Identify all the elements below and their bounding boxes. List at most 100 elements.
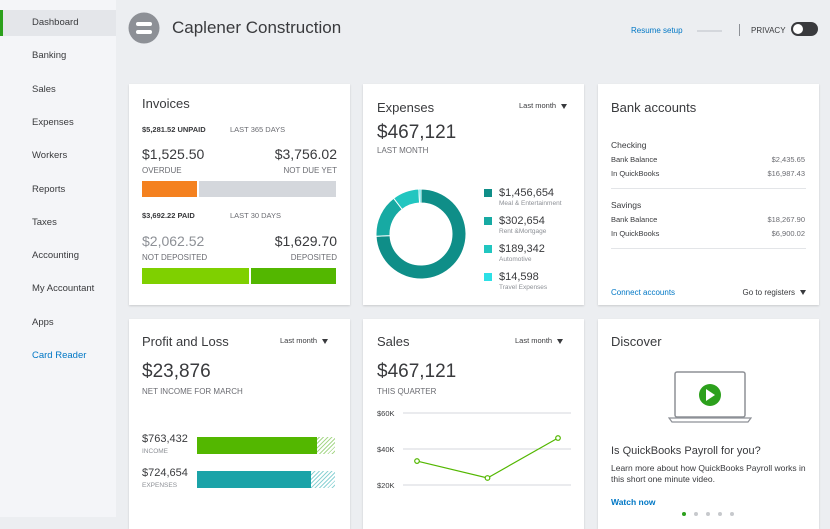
expenses-card: Expenses Last month $467,121 LAST MONTH …	[363, 84, 584, 305]
period-filter[interactable]: Last month	[280, 336, 329, 345]
company-logo	[128, 12, 160, 44]
bar-segment	[142, 268, 250, 284]
row-label: In QuickBooks	[611, 169, 660, 178]
pl-value: $763,432	[142, 433, 188, 445]
label: DEPOSITED	[290, 253, 337, 262]
amount: $3,756.02	[274, 146, 337, 162]
invoice-bar	[142, 268, 336, 284]
sales-chart: $60K $40K $20K	[377, 409, 571, 490]
caption: THIS QUARTER	[377, 387, 437, 396]
row-label: In QuickBooks	[611, 229, 660, 238]
legend-value: $1,456,654	[499, 187, 555, 199]
carousel-dots[interactable]	[680, 510, 740, 518]
nav-item[interactable]: Workers	[32, 150, 68, 162]
donut-segment	[418, 188, 422, 204]
amount: $1,629.70	[274, 233, 337, 249]
sales-line	[416, 437, 559, 479]
row-label: Bank Balance	[611, 215, 658, 224]
summary: $5,281.52 UNPAID	[142, 125, 206, 134]
legend-value: $189,342	[499, 243, 545, 255]
card-title: Discover	[611, 334, 662, 349]
sales-card: Sales Last month $467,121 THIS QUARTER $…	[363, 319, 584, 529]
legend-value: $302,654	[499, 215, 545, 227]
nav-item[interactable]: Dashboard	[0, 10, 116, 36]
legend-label: Meal & Entertainment	[499, 200, 562, 207]
progress	[697, 30, 722, 32]
bank-card: Bank accounts Connect accounts Go to reg…	[598, 84, 819, 305]
total: $467,121	[377, 122, 457, 143]
nav-item[interactable]: Expenses	[32, 116, 74, 128]
nav-item[interactable]: My Accountant	[32, 283, 95, 295]
sidebar: Dashboard Banking Sales Expenses Workers Repo…	[0, 0, 116, 517]
nav-item[interactable]: Sales	[32, 83, 56, 95]
legend-swatch	[484, 189, 492, 197]
legend-swatch	[484, 217, 492, 225]
nav-item[interactable]: Card Reader	[32, 350, 87, 361]
row-label: Bank Balance	[611, 155, 658, 164]
discover-card: Discover Is QuickBooks Payroll for you? …	[598, 319, 819, 529]
row-value: $16,987.43	[767, 169, 805, 178]
filter-text[interactable]: Last month	[280, 336, 318, 345]
company-name: Caplener Construction	[172, 18, 342, 37]
donut-chart	[375, 188, 467, 280]
video-icon[interactable]	[668, 371, 752, 423]
pl-bar	[197, 437, 317, 454]
nav-item[interactable]: Reports	[32, 183, 66, 195]
registers-link[interactable]: Go to registers	[743, 288, 806, 297]
connect-link[interactable]: Connect accounts	[611, 288, 676, 297]
row-value: $2,435.65	[771, 155, 805, 164]
pl-label: INCOME	[142, 448, 168, 455]
legend-label: Rent &Mortgage	[499, 228, 547, 235]
y-tick-label: $20K	[377, 481, 395, 490]
total: $467,121	[377, 361, 457, 382]
separator	[611, 188, 806, 189]
invoices-card: Invoices $5,281.52 UNPAID LAST 365 DAYS …	[129, 84, 350, 305]
account-name: Savings	[611, 200, 642, 210]
total: $23,876	[142, 361, 211, 382]
filter-text[interactable]: Last month	[519, 101, 557, 110]
heading: Is QuickBooks Payroll for you?	[611, 445, 761, 457]
pl-bar	[197, 471, 311, 488]
profit-loss-card: Profit and Loss Last month $23,876 NET I…	[129, 319, 350, 529]
row-value: $6,900.02	[771, 229, 805, 238]
resume-setup[interactable]: Resume setup	[631, 26, 683, 35]
row-value: $18,267.90	[767, 215, 805, 224]
nav-item[interactable]: Banking	[32, 50, 67, 62]
sales-point	[484, 475, 491, 481]
sales-point	[414, 458, 420, 464]
sales-point	[555, 435, 561, 441]
invoice-bar	[142, 181, 336, 197]
watch-link[interactable]: Watch now	[611, 497, 656, 507]
body: Learn more about how QuickBooks Payroll …	[611, 463, 806, 484]
legend-swatch	[484, 273, 492, 281]
card-title: Expenses	[377, 100, 435, 115]
period: LAST 30 DAYS	[230, 211, 281, 220]
bar-segment	[142, 181, 198, 197]
period-filter[interactable]: Last month	[515, 336, 564, 345]
period: LAST 365 DAYS	[230, 125, 286, 134]
privacy-toggle[interactable]	[791, 22, 818, 36]
label: NOT DUE YET	[283, 166, 338, 175]
amount: $2,062.52	[142, 233, 205, 249]
caption: LAST MONTH	[377, 146, 429, 155]
divider	[739, 24, 740, 36]
nav-item[interactable]: Apps	[32, 316, 54, 328]
separator	[611, 248, 806, 249]
legend-swatch	[484, 245, 492, 253]
card-title: Invoices	[142, 96, 190, 111]
link-text[interactable]: Go to registers	[742, 288, 795, 297]
privacy-label: PRIVACY	[751, 26, 786, 35]
filter-text[interactable]: Last month	[515, 336, 553, 345]
caption: NET INCOME FOR MARCH	[142, 387, 243, 396]
bar-segment	[251, 268, 336, 284]
nav-item[interactable]: Accounting	[32, 250, 80, 262]
amount: $1,525.50	[142, 146, 205, 162]
y-tick-label: $60K	[377, 409, 395, 418]
pl-label: EXPENSES	[142, 482, 178, 489]
nav-item[interactable]: Taxes	[32, 216, 57, 228]
card-title: Profit and Loss	[142, 334, 229, 349]
pl-value: $724,654	[142, 467, 188, 479]
period-filter[interactable]: Last month	[519, 101, 568, 110]
card-title: Bank accounts	[611, 100, 697, 115]
